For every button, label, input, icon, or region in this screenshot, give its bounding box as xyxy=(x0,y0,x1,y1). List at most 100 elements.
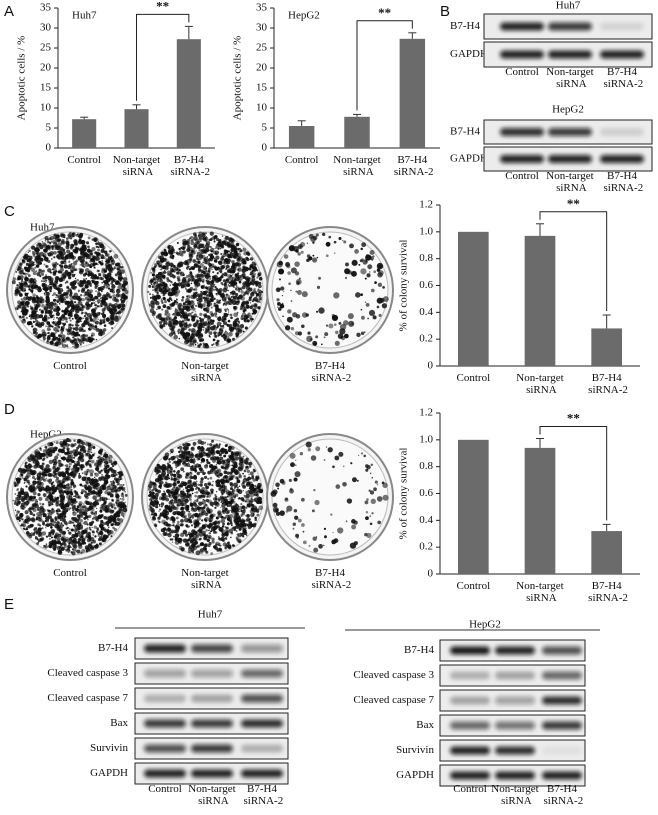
colony xyxy=(97,240,99,242)
colony xyxy=(93,301,96,305)
colony xyxy=(29,497,33,501)
colony xyxy=(41,269,45,273)
colony xyxy=(72,484,77,488)
colony xyxy=(66,309,70,313)
colony xyxy=(197,457,201,461)
colony xyxy=(295,290,298,293)
colony xyxy=(69,485,73,489)
colony xyxy=(79,518,83,523)
colony xyxy=(40,280,43,283)
colony xyxy=(61,517,66,523)
colony xyxy=(201,303,206,308)
colony xyxy=(85,515,89,519)
colony xyxy=(58,308,61,311)
colony xyxy=(243,319,247,322)
colony xyxy=(195,480,198,483)
colony xyxy=(40,309,44,313)
colony xyxy=(245,314,250,319)
colony xyxy=(45,279,48,282)
colony xyxy=(175,251,179,255)
colony xyxy=(44,544,48,549)
colony xyxy=(219,332,223,336)
colony xyxy=(80,491,84,495)
colony xyxy=(191,316,193,318)
colony xyxy=(151,312,156,317)
colony xyxy=(115,497,120,502)
colony xyxy=(78,473,81,475)
colony xyxy=(90,502,93,505)
colony xyxy=(14,499,20,505)
colony xyxy=(42,493,47,497)
colony xyxy=(71,295,75,299)
colony xyxy=(66,253,70,258)
colony xyxy=(90,302,94,305)
colony xyxy=(209,335,211,338)
colony xyxy=(235,273,240,279)
colony xyxy=(79,294,83,297)
y-tick-label: 1.2 xyxy=(419,199,433,211)
colony xyxy=(210,313,215,317)
colony xyxy=(83,317,85,319)
colony xyxy=(81,484,84,487)
colony xyxy=(40,321,45,326)
colony xyxy=(239,324,245,329)
colony xyxy=(31,245,36,250)
colony xyxy=(148,284,152,288)
colony xyxy=(151,296,157,301)
colony xyxy=(77,460,80,463)
colony xyxy=(99,328,103,333)
colony xyxy=(218,443,221,446)
colony xyxy=(211,287,214,289)
colony xyxy=(51,334,53,337)
colony xyxy=(82,253,87,258)
colony xyxy=(192,343,194,345)
colony xyxy=(190,238,194,242)
colony xyxy=(45,485,50,490)
colony xyxy=(205,267,208,269)
colony xyxy=(351,259,358,266)
colony xyxy=(244,506,248,510)
colony xyxy=(178,320,183,325)
colony xyxy=(111,484,117,490)
colony xyxy=(252,283,255,286)
colony xyxy=(254,518,258,522)
colony xyxy=(211,454,215,457)
colony xyxy=(44,519,47,523)
colony xyxy=(62,446,66,450)
colony xyxy=(44,474,47,477)
colony xyxy=(223,282,227,287)
colony xyxy=(14,493,17,495)
colony xyxy=(53,321,58,326)
colony xyxy=(210,472,213,475)
colony xyxy=(315,233,319,237)
colony xyxy=(70,456,74,460)
colony xyxy=(84,536,88,539)
colony xyxy=(252,267,255,270)
colony xyxy=(216,272,219,275)
x-tick-label: Control xyxy=(67,154,101,166)
colony xyxy=(198,298,203,303)
colony xyxy=(244,326,248,330)
colony xyxy=(79,483,83,487)
colony xyxy=(95,245,98,248)
colony xyxy=(172,264,176,268)
colony xyxy=(210,250,214,253)
colony xyxy=(257,306,261,310)
colony xyxy=(164,265,169,271)
colony xyxy=(188,343,193,347)
colony xyxy=(193,244,198,249)
colony xyxy=(237,267,242,272)
colony xyxy=(62,310,65,312)
colony xyxy=(57,325,61,329)
colony xyxy=(71,548,74,551)
colony xyxy=(344,276,348,280)
colony xyxy=(222,279,226,283)
colony xyxy=(44,524,48,527)
colony xyxy=(219,301,221,304)
colony xyxy=(179,271,183,275)
y-tick-label: 1.0 xyxy=(419,225,433,237)
colony xyxy=(110,535,113,538)
colony xyxy=(203,317,206,319)
colony xyxy=(60,260,64,265)
colony xyxy=(98,260,100,263)
